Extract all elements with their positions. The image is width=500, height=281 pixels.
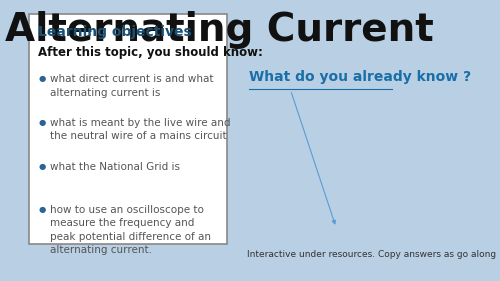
Text: ●: ● — [38, 205, 46, 214]
Text: ●: ● — [38, 118, 46, 127]
Text: what the National Grid is: what the National Grid is — [50, 162, 180, 172]
Text: ●: ● — [38, 162, 46, 171]
Text: how to use an oscilloscope to
measure the frequency and
peak potential differenc: how to use an oscilloscope to measure th… — [50, 205, 211, 255]
Text: What do you already know ?: What do you already know ? — [249, 70, 471, 84]
Text: ●: ● — [38, 74, 46, 83]
FancyBboxPatch shape — [28, 14, 227, 244]
Text: Alternating Current: Alternating Current — [4, 11, 434, 49]
Text: what is meant by the live wire and
the neutral wire of a mains circuit: what is meant by the live wire and the n… — [50, 118, 231, 141]
Text: Learning objectives: Learning objectives — [38, 25, 192, 39]
Text: Interactive under resources. Copy answers as go along: Interactive under resources. Copy answer… — [247, 250, 496, 259]
Text: After this topic, you should know:: After this topic, you should know: — [38, 46, 264, 59]
Text: what direct current is and what
alternating current is: what direct current is and what alternat… — [50, 74, 214, 98]
